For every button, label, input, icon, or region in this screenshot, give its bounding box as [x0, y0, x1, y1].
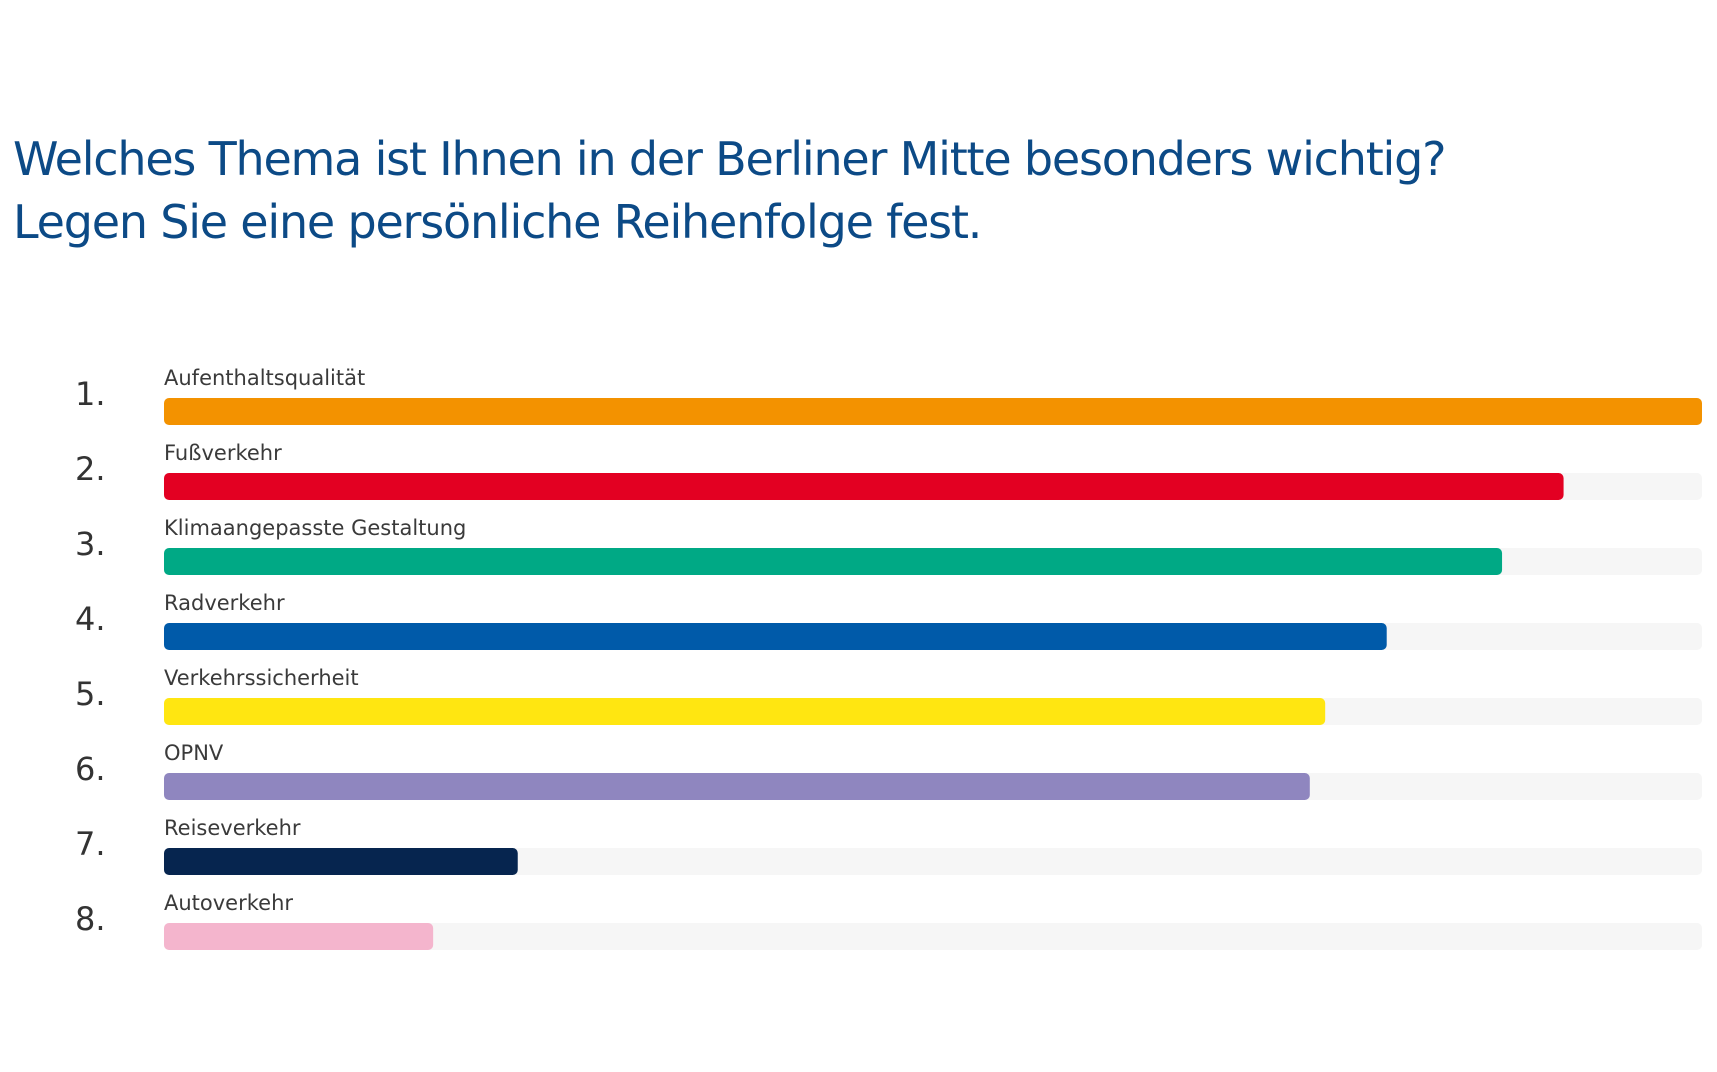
category-label: Aufenthaltsqualität — [164, 366, 365, 390]
bar-row: 1. Aufenthaltsqualität — [75, 366, 1702, 425]
chart-title-line-1: Welches Thema ist Ihnen in der Berliner … — [13, 132, 1447, 186]
rank-label: 1. — [75, 375, 106, 413]
bar — [164, 848, 518, 875]
rank-label: 8. — [75, 900, 106, 938]
bar — [164, 623, 1387, 650]
rank-label: 3. — [75, 525, 106, 563]
bar-track — [164, 923, 1702, 950]
rank-label: 4. — [75, 600, 106, 638]
bar — [164, 548, 1503, 575]
bar-row: 4. Radverkehr — [75, 591, 1702, 650]
bar — [164, 923, 434, 950]
bar — [164, 473, 1564, 500]
category-label: Fußverkehr — [164, 441, 282, 465]
category-label: OPNV — [164, 741, 224, 765]
bar-row: 3. Klimaangepasste Gestaltung — [75, 516, 1702, 575]
category-label: Verkehrssicherheit — [164, 666, 359, 690]
bar — [164, 398, 1702, 425]
bar-row: 8. Autoverkehr — [75, 891, 1702, 950]
category-label: Klimaangepasste Gestaltung — [164, 516, 466, 540]
bar-row: 6. OPNV — [75, 741, 1702, 800]
bar — [164, 773, 1310, 800]
chart-title-line-2: Legen Sie eine persönliche Reihenfolge f… — [13, 195, 982, 249]
bar-row: 7. Reiseverkehr — [75, 816, 1702, 875]
category-label: Autoverkehr — [164, 891, 293, 915]
category-label: Reiseverkehr — [164, 816, 301, 840]
bar-track — [164, 848, 1702, 875]
bar-row: 5. Verkehrssicherheit — [75, 666, 1702, 725]
rank-label: 5. — [75, 675, 106, 713]
rank-label: 6. — [75, 750, 106, 788]
chart-title: Welches Thema ist Ihnen in der Berliner … — [13, 128, 1703, 254]
rank-label: 2. — [75, 450, 106, 488]
bar — [164, 698, 1326, 725]
rank-label: 7. — [75, 825, 106, 863]
bar-row: 2. Fußverkehr — [75, 441, 1702, 500]
category-label: Radverkehr — [164, 591, 285, 615]
